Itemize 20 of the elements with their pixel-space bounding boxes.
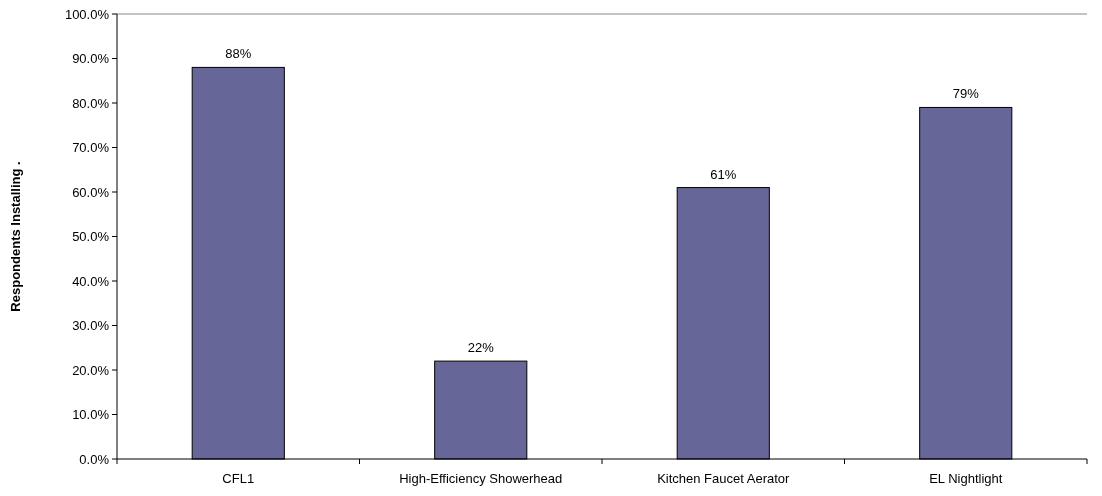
data-label: 61%: [710, 166, 737, 182]
x-tick-label: High-Efficiency Showerhead: [399, 471, 563, 486]
data-label: 79%: [952, 86, 980, 102]
y-tick-label: 0.0%: [79, 451, 110, 467]
y-tick-label: 90.0%: [72, 51, 110, 67]
y-tick-label: 70.0%: [72, 140, 110, 156]
y-tick-label: 30.0%: [72, 318, 110, 334]
y-tick-label: 80.0%: [72, 95, 110, 111]
y-tick-label: 40.0%: [72, 273, 110, 289]
x-tick-label: CFL1: [222, 471, 255, 486]
x-tick-label: EL Nightlight: [929, 471, 1003, 486]
y-tick-label: 10.0%: [72, 407, 110, 423]
y-tick-label: 60.0%: [72, 184, 110, 200]
data-label: 88%: [225, 46, 252, 62]
y-tick-label: 50.0%: [72, 229, 110, 245]
y-tick-label: 100.0%: [64, 6, 110, 22]
data-label: 22%: [467, 340, 495, 356]
y-axis-title: Respondents Installing .: [8, 161, 23, 312]
x-tick-label: Kitchen Faucet Aerator: [657, 471, 791, 486]
y-tick-label: 20.0%: [72, 362, 110, 378]
